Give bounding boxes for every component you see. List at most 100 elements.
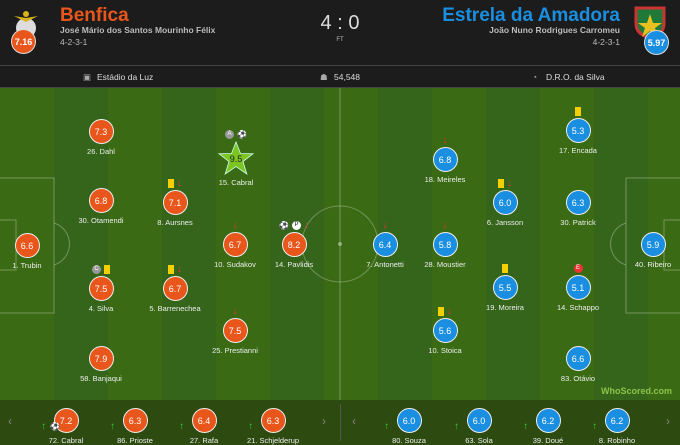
bench-divider xyxy=(340,404,341,441)
sub-off-icon: ↓ xyxy=(177,263,182,275)
player-home[interactable]: ⚽ P ↓ 8.2 14. Pavlidis xyxy=(259,220,329,270)
substitute-home[interactable]: ↑ 6.4 27. Rafa xyxy=(169,408,239,445)
player-name: 63. Sola xyxy=(465,436,493,445)
substitute-away[interactable]: ↑ 6.2 39. Doué xyxy=(513,408,583,445)
player-name: 15. Cabral xyxy=(218,178,254,187)
player-rating: 5.1 xyxy=(565,275,591,300)
player-home[interactable]: 6.6 1. Trubin xyxy=(0,233,62,270)
player-rating: 6.7 xyxy=(162,276,188,301)
player-rating: 6.3 xyxy=(122,408,148,433)
sub-off-icon: ↓ xyxy=(303,219,309,231)
substitute-home[interactable]: ↑ ⚽ 7.2 72. Cabral xyxy=(31,408,101,445)
player-rating: 7.9 xyxy=(88,346,114,371)
player-away[interactable]: 5.9 40. Ribeiro xyxy=(618,232,680,269)
player-name: 72. Cabral xyxy=(48,436,84,445)
home-bench-next[interactable]: › xyxy=(322,414,326,428)
yellow-card-icon xyxy=(168,178,174,188)
player-rating: 7.5 xyxy=(222,318,248,343)
pitch-lines xyxy=(0,88,680,400)
player-away[interactable]: 5.5 19. Moreira xyxy=(470,263,540,312)
player-home[interactable]: ↓ 7.1 8. Aursnes xyxy=(140,178,210,228)
player-away[interactable]: ↓ 6.0 6. Jansson xyxy=(470,178,540,228)
player-rating: 5.3 xyxy=(565,118,591,143)
goal-icon: ⚽ xyxy=(279,220,289,230)
player-events: A ⚽ xyxy=(201,129,271,139)
player-events: ↓ xyxy=(410,220,480,231)
player-home[interactable]: A ⚽ 9.5 15. Cabral xyxy=(201,129,271,187)
player-name: 83. Otávio xyxy=(560,374,596,383)
player-name: 4. Silva xyxy=(88,304,114,313)
score: 4 : 0 xyxy=(320,12,360,34)
away-bench-next[interactable]: › xyxy=(666,414,670,428)
player-name: 14. Schappo xyxy=(556,303,600,312)
match-info-bar: ▣ Estádio da Luz ☗ 54,548 ◔ D.R.O. da Si… xyxy=(0,65,680,88)
player-events xyxy=(66,334,136,344)
player-rating: 7.3 xyxy=(88,119,114,144)
player-rating: 6.8 xyxy=(88,188,114,213)
away-manager: João Nuno Rodrigues Carromeu xyxy=(489,25,620,35)
player-home[interactable]: 7.3 26. Dahl xyxy=(66,119,136,156)
match-header: 7.16 Benfica José Mário dos Santos Mouri… xyxy=(0,0,680,65)
substitute-home[interactable]: ↑ 6.3 86. Prioste xyxy=(100,408,170,445)
player-home[interactable]: 6.8 30. Otamendi xyxy=(66,188,136,225)
player-away[interactable]: 6.6 83. Otávio xyxy=(543,346,613,383)
player-away[interactable]: 5.3 17. Encada xyxy=(543,106,613,155)
player-away[interactable]: 6.3 30. Patrick xyxy=(543,190,613,227)
player-away[interactable]: ↓ 6.4 7. Antonetti xyxy=(350,220,420,270)
player-name: 30. Patrick xyxy=(560,218,596,227)
yellow-card-icon xyxy=(575,106,581,116)
player-rating: 6.2 xyxy=(535,408,561,433)
player-events: ↓ xyxy=(350,219,420,231)
player-away[interactable]: E 5.1 14. Schappo xyxy=(543,263,613,312)
player-events: ↓ xyxy=(140,263,210,275)
player-home[interactable]: ↓ 7.5 25. Prestianni xyxy=(200,306,270,356)
man-of-the-match-star: 9.5 xyxy=(217,140,255,175)
sub-on-icon: ↑ xyxy=(523,421,528,432)
home-team-name[interactable]: Benfica xyxy=(60,5,129,26)
player-name: 30. Otamendi xyxy=(78,216,124,225)
sub-on-icon: ↑ xyxy=(592,421,597,432)
home-bench-prev[interactable]: ‹ xyxy=(8,414,12,428)
away-bench-prev[interactable]: ‹ xyxy=(352,414,356,428)
player-away[interactable]: ↓ 5.6 10. Stoica xyxy=(410,306,480,356)
player-rating: 6.4 xyxy=(191,408,217,433)
home-manager: José Mário dos Santos Mourinho Félix xyxy=(60,25,216,35)
away-team-rating: 5.97 xyxy=(644,30,669,55)
sub-off-icon: ↓ xyxy=(382,219,388,231)
player-rating: 7.5 xyxy=(88,276,114,301)
substitute-away[interactable]: ↑ 6.0 63. Sola xyxy=(444,408,514,445)
player-name: 10. Sudakov xyxy=(214,260,256,269)
player-name: 80. Souza xyxy=(392,436,426,445)
sub-on-icon: ↑ xyxy=(179,421,184,432)
sub-off-icon: ↓ xyxy=(177,177,182,189)
yellow-card-icon xyxy=(168,264,174,274)
player-events xyxy=(66,176,136,186)
player-events xyxy=(470,263,540,273)
home-team-rating: 7.16 xyxy=(11,29,36,54)
substitute-home[interactable]: ↑ 6.3 21. Schjelderup xyxy=(238,408,308,445)
sub-off-icon: ↓ xyxy=(447,305,452,317)
player-home[interactable]: C 7.5 4. Silva xyxy=(66,264,136,313)
player-away[interactable]: ↓ 5.8 28. Moustier xyxy=(410,220,480,270)
player-name: 40. Ribeiro xyxy=(634,260,672,269)
player-rating: 6.2 xyxy=(604,408,630,433)
player-home[interactable]: 7.9 58. Banjaqui xyxy=(66,346,136,383)
away-team-name[interactable]: Estrela da Amadora xyxy=(442,5,620,26)
player-rating: 6.6 xyxy=(14,233,40,258)
player-home[interactable]: ↓ 6.7 5. Barrenechea xyxy=(140,264,210,314)
player-name: 6. Jansson xyxy=(486,218,524,227)
goal-icon: ⚽ xyxy=(237,129,247,139)
player-away[interactable]: ↓ 6.8 18. Meireles xyxy=(410,135,480,185)
substitute-away[interactable]: ↑ 6.2 8. Robinho xyxy=(582,408,652,445)
player-name: 14. Pavlidis xyxy=(274,260,314,269)
goal-icon: ⚽ xyxy=(50,422,60,431)
player-name: 8. Robinho xyxy=(598,436,636,445)
sub-off-icon: ↓ xyxy=(232,305,238,317)
referee: D.R.O. da Silva xyxy=(546,72,605,82)
substitute-away[interactable]: ↑ 6.0 80. Souza xyxy=(374,408,444,445)
player-home[interactable]: ↓ 6.7 10. Sudakov xyxy=(200,220,270,270)
penalty-goal-icon: P xyxy=(291,220,301,230)
sub-on-icon: ↑ xyxy=(384,421,389,432)
player-rating: 6.6 xyxy=(565,346,591,371)
sub-off-icon: ↓ xyxy=(507,177,512,189)
